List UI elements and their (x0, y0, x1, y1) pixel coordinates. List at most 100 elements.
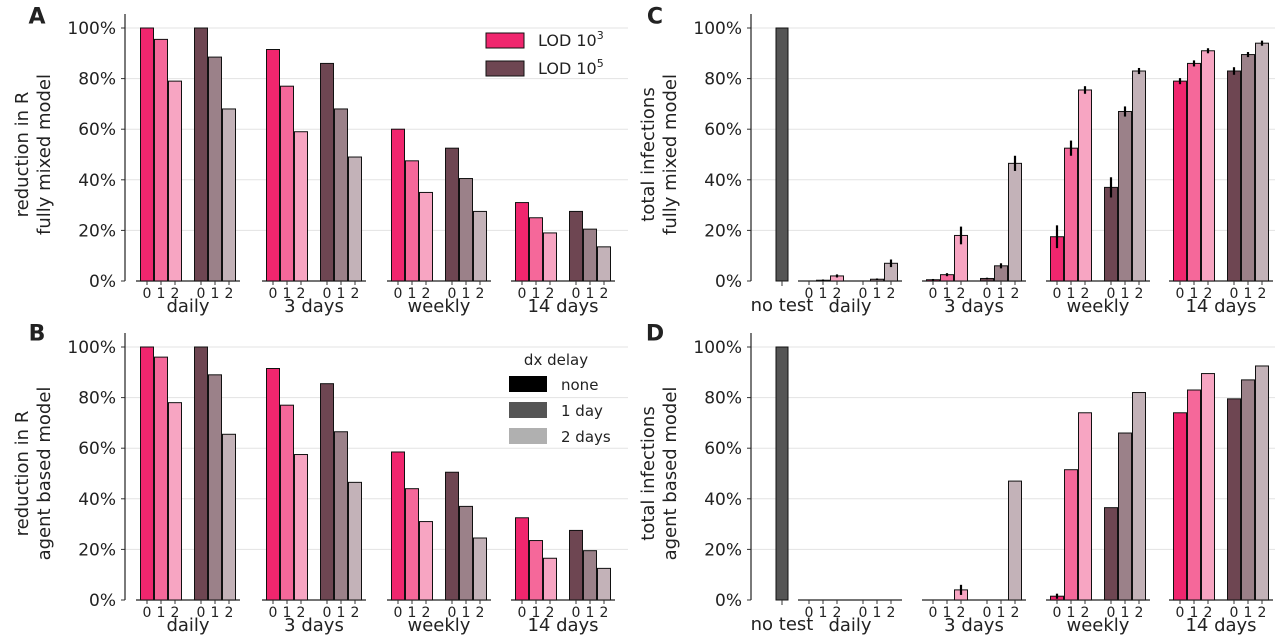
group-label: daily (828, 296, 871, 317)
bar (405, 160, 419, 282)
bar (1104, 186, 1118, 282)
delay-tick-label: 0 (805, 605, 814, 621)
y-tick-label: 20% (704, 221, 742, 241)
bar (1104, 507, 1118, 601)
delay-tick-label: 2 (1204, 286, 1213, 302)
bar (1241, 54, 1255, 282)
group-label: weekly (1067, 296, 1130, 317)
bar (266, 49, 280, 282)
bar (194, 346, 208, 601)
delay-tick-label: 0 (859, 286, 868, 302)
bar (294, 454, 308, 601)
delay-tick-label: 2 (297, 286, 306, 302)
bar (194, 27, 208, 282)
legend-label: 2 days (561, 428, 611, 446)
delay-tick-label: 2 (600, 286, 609, 302)
bar (391, 128, 405, 282)
delay-tick-label: 0 (1053, 605, 1062, 621)
delay-tick-label: 2 (351, 605, 360, 621)
bar (1132, 70, 1146, 282)
legend-label: LOD 105 (538, 57, 604, 78)
bar (1241, 379, 1255, 601)
baseline-label: no test (751, 295, 814, 316)
delay-tick-label: 0 (859, 605, 868, 621)
delay-tick-label: 1 (943, 605, 952, 621)
bar (1227, 398, 1241, 601)
delay-tick-label: 2 (351, 286, 360, 302)
y-axis-label-line2: agent based model (34, 387, 55, 561)
delay-tick-label: 0 (518, 605, 527, 621)
bar (1187, 62, 1201, 282)
bar (1255, 42, 1269, 282)
delay-tick-label: 1 (873, 605, 882, 621)
bar (473, 210, 487, 282)
delay-tick-label: 2 (476, 605, 485, 621)
panel-b: 0% 20% 40% 60% 80% 100% reduction in Ragent ba… (12, 322, 628, 636)
delay-tick-label: 0 (929, 286, 938, 302)
delay-tick-label: 0 (983, 286, 992, 302)
bar (1132, 392, 1146, 601)
bar (320, 383, 334, 601)
bar-no-test (775, 346, 789, 601)
y-tick-label: 40% (78, 171, 116, 191)
bar (569, 529, 583, 601)
delay-tick-label: 0 (269, 605, 278, 621)
delay-tick-label: 1 (337, 286, 346, 302)
bar (1187, 389, 1201, 601)
delay-tick-label: 2 (957, 286, 966, 302)
delay-tick-label: 1 (462, 605, 471, 621)
delay-tick-label: 2 (171, 286, 180, 302)
delay-tick-label: 0 (1107, 605, 1116, 621)
bar (1064, 469, 1078, 601)
y-tick-label: 0% (89, 591, 116, 611)
delay-tick-label: 0 (1230, 605, 1239, 621)
delay-tick-label: 1 (211, 286, 220, 302)
bar (208, 374, 222, 601)
y-tick-label: 40% (704, 490, 742, 510)
bar (459, 505, 473, 601)
bar (222, 433, 236, 601)
delay-tick-label: 0 (929, 605, 938, 621)
bar (1078, 89, 1092, 282)
delay-tick-label: 0 (805, 286, 814, 302)
bar (1118, 432, 1132, 601)
legend-swatch (485, 32, 525, 49)
legend-label: none (561, 376, 598, 394)
y-axis-label: total infectionsagent based model (638, 387, 681, 561)
delay-tick-label: 2 (546, 605, 555, 621)
bar (280, 85, 294, 282)
legend-swatch (485, 60, 525, 77)
group-label: 14 days (527, 615, 598, 636)
delay-tick-label: 2 (297, 605, 306, 621)
group-label: 14 days (1185, 296, 1256, 317)
bar (597, 246, 611, 282)
panel-letter: A (28, 5, 45, 30)
delay-tick-label: 2 (1081, 286, 1090, 302)
bar (294, 131, 308, 282)
y-tick-label: 100% (67, 19, 116, 39)
group-label: 3 days (284, 296, 344, 317)
bar (140, 346, 154, 601)
delay-tick-label: 1 (997, 605, 1006, 621)
delay-tick-label: 1 (1121, 605, 1130, 621)
delay-tick-label: 1 (873, 286, 882, 302)
y-tick-label: 20% (704, 540, 742, 560)
legend-title: dx delay (524, 351, 588, 369)
y-axis-label-line1: total infections (638, 406, 659, 540)
delay-tick-label: 1 (532, 286, 541, 302)
legend-delay: dx delay none 1 day 2 days (509, 351, 611, 446)
bar (1008, 480, 1022, 601)
group-label: 14 days (1185, 615, 1256, 636)
panel-a: 0% 20% 40% 60% 80% 100% reduction in Rfully mi… (12, 5, 628, 317)
y-axis-label: reduction in Ragent based model (12, 387, 55, 561)
bar (348, 156, 362, 282)
bar (334, 108, 348, 282)
delay-tick-label: 2 (1135, 605, 1144, 621)
delay-tick-label: 0 (1176, 605, 1185, 621)
y-axis-label: total infectionsfully mixed model (638, 74, 681, 235)
delay-tick-label: 0 (143, 605, 152, 621)
y-tick-label: 100% (67, 338, 116, 358)
delay-tick-label: 2 (1204, 605, 1213, 621)
delay-tick-label: 1 (1190, 605, 1199, 621)
